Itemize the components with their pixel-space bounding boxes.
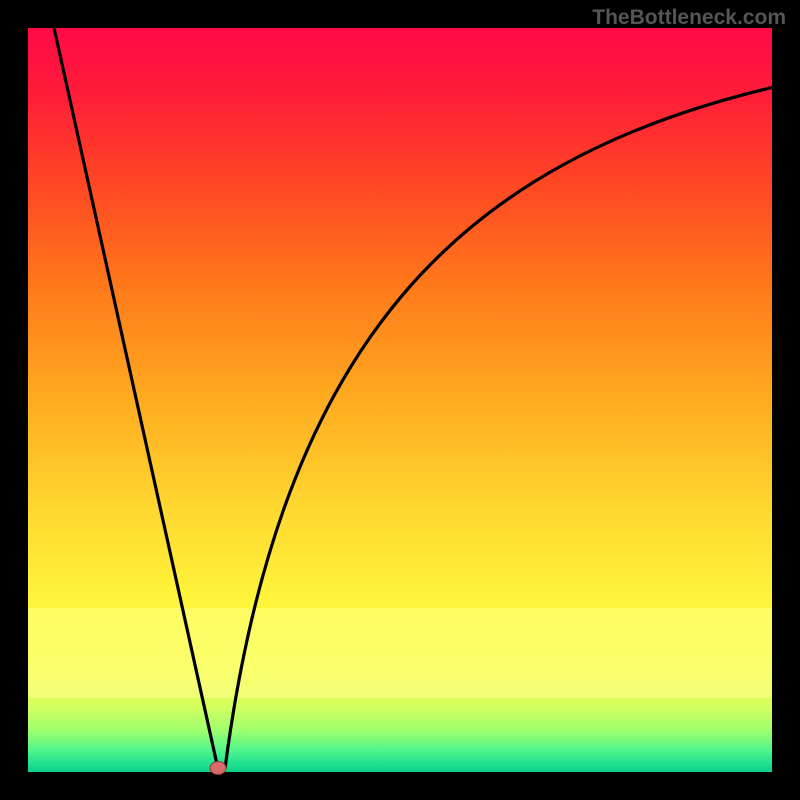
watermark-text: TheBottleneck.com [592, 6, 786, 30]
plot-area [28, 28, 772, 772]
bottleneck-marker [209, 761, 226, 775]
bottleneck-curve [54, 28, 772, 768]
curve-svg [28, 28, 772, 772]
